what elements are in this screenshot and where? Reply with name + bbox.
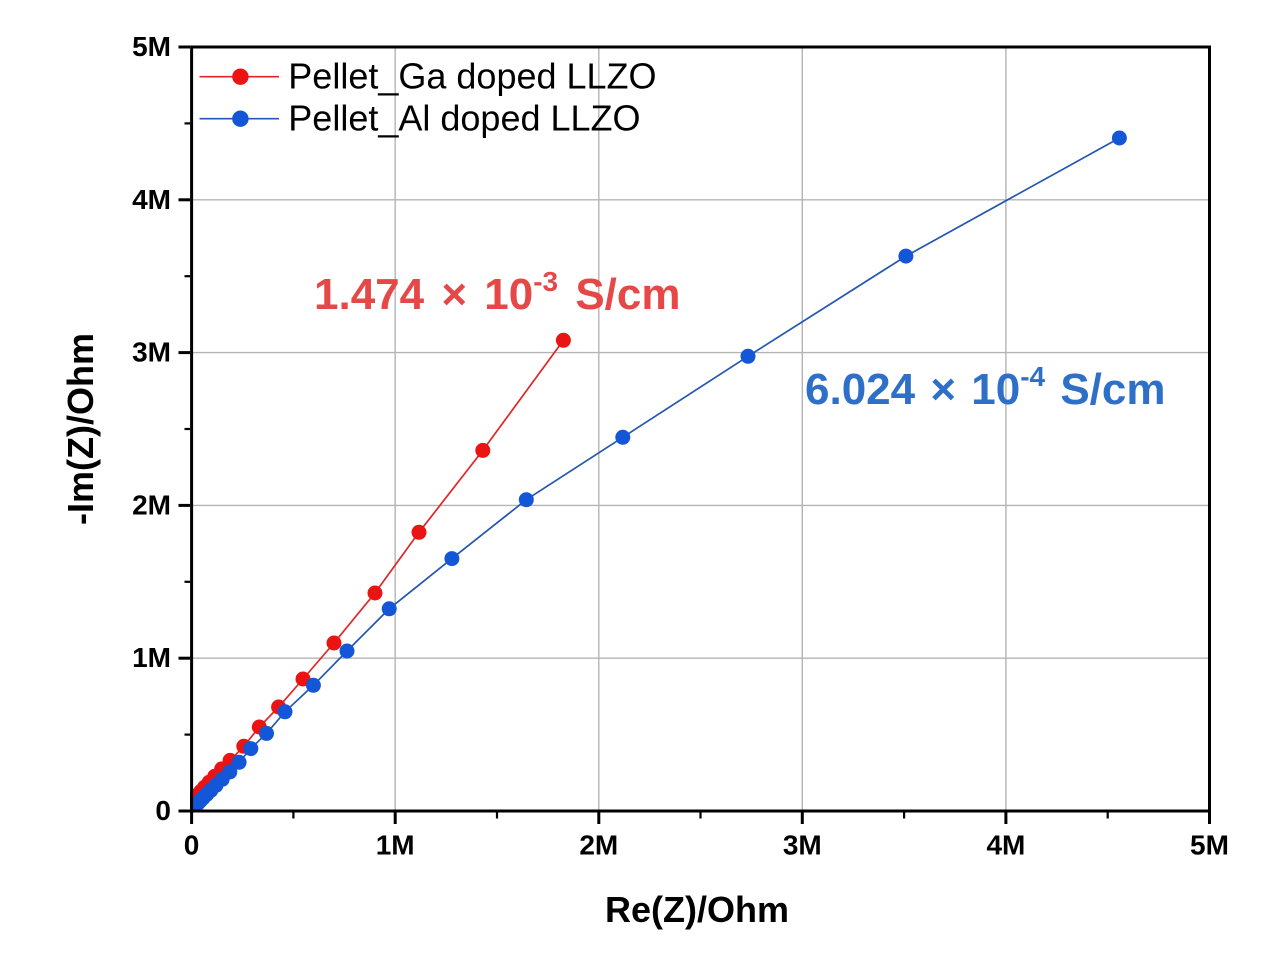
svg-text:Pellet_Al doped LLZO: Pellet_Al doped LLZO bbox=[288, 98, 640, 139]
svg-text:1.474 × 10-3 S/cm: 1.474 × 10-3 S/cm bbox=[314, 266, 681, 319]
svg-text:0: 0 bbox=[184, 830, 200, 861]
svg-text:1M: 1M bbox=[132, 642, 171, 673]
svg-text:5M: 5M bbox=[132, 31, 171, 62]
svg-text:0: 0 bbox=[155, 795, 171, 826]
svg-text:5M: 5M bbox=[1190, 830, 1229, 861]
svg-text:4M: 4M bbox=[986, 830, 1025, 861]
svg-text:2M: 2M bbox=[132, 489, 171, 520]
svg-text:3M: 3M bbox=[132, 337, 171, 368]
svg-text:2M: 2M bbox=[579, 830, 618, 861]
svg-text:3M: 3M bbox=[783, 830, 822, 861]
svg-text:Re(Z)/Ohm: Re(Z)/Ohm bbox=[605, 889, 789, 930]
svg-text:1M: 1M bbox=[376, 830, 415, 861]
svg-text:Pellet_Ga doped LLZO: Pellet_Ga doped LLZO bbox=[288, 56, 656, 97]
svg-text:-Im(Z)/Ohm: -Im(Z)/Ohm bbox=[60, 333, 101, 525]
svg-text:4M: 4M bbox=[132, 184, 171, 215]
svg-text:6.024 × 10-4 S/cm: 6.024 × 10-4 S/cm bbox=[805, 361, 1166, 414]
